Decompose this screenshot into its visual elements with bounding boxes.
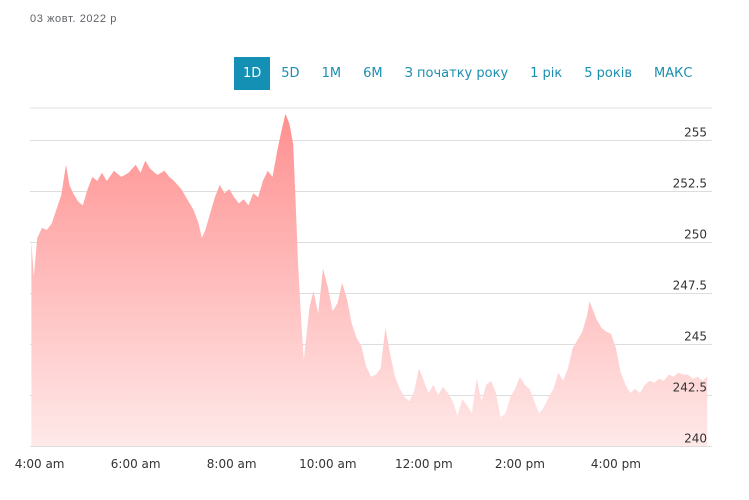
y-tick-label: 245 — [684, 330, 707, 344]
y-tick-label: 247.5 — [673, 279, 707, 293]
range-button-6m[interactable]: 6M — [363, 66, 383, 81]
y-tick-label: 250 — [684, 228, 707, 242]
x-tick-label: 8:00 am — [207, 457, 257, 471]
y-tick-label: 255 — [684, 126, 707, 140]
x-tick-label: 2:00 pm — [495, 457, 545, 471]
x-axis-labels: 4:00 am 6:00 am 8:00 am 10:00 am 12:00 pm 2:0… — [15, 457, 641, 471]
chart-date: 03 жовт. 2022 р — [30, 13, 117, 25]
x-tick-label: 6:00 am — [111, 457, 161, 471]
range-button-ytd[interactable]: З початку року — [404, 66, 509, 81]
time-range-selector: 1D 5D 1M 6M З початку року 1 рік 5 років… — [234, 57, 703, 90]
range-button-5y[interactable]: 5 років — [584, 66, 632, 81]
y-tick-label: 240 — [684, 432, 707, 446]
y-axis-labels: 240 242.5 245 247.5 250 252.5 255 — [673, 126, 707, 446]
price-area — [31, 113, 708, 446]
x-tick-label: 4:00 pm — [591, 457, 641, 471]
x-tick-label: 4:00 am — [15, 457, 65, 471]
y-tick-label: 252.5 — [673, 177, 707, 191]
range-button-1d[interactable]: 1D — [234, 57, 271, 90]
range-button-1y[interactable]: 1 рік — [530, 66, 563, 81]
y-tick-label: 242.5 — [673, 381, 707, 395]
x-tick-label: 10:00 am — [299, 457, 356, 471]
x-tick-label: 12:00 pm — [395, 457, 453, 471]
range-button-1m[interactable]: 1M — [321, 66, 342, 81]
range-button-max[interactable]: МАКС — [654, 66, 693, 81]
range-button-5d[interactable]: 5D — [281, 66, 300, 81]
